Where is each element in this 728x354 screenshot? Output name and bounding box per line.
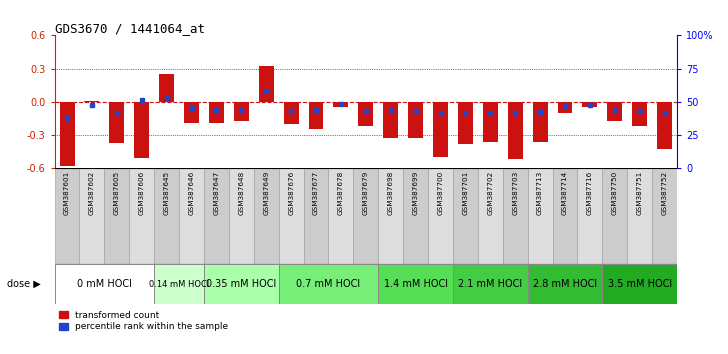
Bar [154, 264, 204, 304]
Bar [104, 168, 130, 264]
Bar [258, 66, 274, 102]
Bar [458, 102, 473, 144]
Text: dose ▶: dose ▶ [7, 279, 41, 289]
Bar [55, 264, 154, 304]
Bar [84, 101, 100, 102]
Text: GSM387605: GSM387605 [114, 171, 120, 215]
Text: 1.4 mM HOCl: 1.4 mM HOCl [384, 279, 448, 289]
Text: GSM387606: GSM387606 [139, 171, 145, 215]
Bar [602, 168, 628, 264]
Bar [353, 168, 379, 264]
Text: GDS3670 / 1441064_at: GDS3670 / 1441064_at [55, 22, 205, 35]
Text: GSM387698: GSM387698 [388, 171, 394, 215]
Bar [433, 102, 448, 157]
Text: 0.35 mM HOCl: 0.35 mM HOCl [206, 279, 277, 289]
Bar [553, 168, 577, 264]
Bar [652, 168, 677, 264]
Bar [453, 168, 478, 264]
Bar [279, 264, 379, 304]
Text: GSM387645: GSM387645 [164, 171, 170, 215]
Bar [184, 102, 199, 123]
Bar [279, 168, 304, 264]
Bar [628, 168, 652, 264]
Bar [209, 102, 224, 123]
Bar [358, 102, 373, 126]
Text: GSM387750: GSM387750 [612, 171, 618, 215]
Text: GSM387701: GSM387701 [462, 171, 468, 215]
Bar [507, 102, 523, 159]
Bar [333, 102, 349, 107]
Bar [204, 168, 229, 264]
Bar [159, 74, 174, 102]
Bar [577, 168, 602, 264]
Text: GSM387703: GSM387703 [513, 171, 518, 215]
Text: GSM387648: GSM387648 [238, 171, 245, 215]
Bar [607, 102, 622, 121]
Text: 0 mM HOCl: 0 mM HOCl [77, 279, 132, 289]
Bar [309, 102, 323, 130]
Bar [229, 168, 254, 264]
Bar [55, 168, 79, 264]
Text: GSM387679: GSM387679 [363, 171, 369, 215]
Text: GSM387677: GSM387677 [313, 171, 319, 215]
Text: GSM387713: GSM387713 [537, 171, 543, 215]
Bar [304, 168, 328, 264]
Bar [134, 102, 149, 158]
Bar [602, 264, 677, 304]
Text: GSM387716: GSM387716 [587, 171, 593, 215]
Text: GSM387700: GSM387700 [438, 171, 443, 215]
Bar [284, 102, 298, 124]
Text: GSM387714: GSM387714 [562, 171, 568, 215]
Text: GSM387676: GSM387676 [288, 171, 294, 215]
Bar [528, 168, 553, 264]
Bar [254, 168, 279, 264]
Text: 3.5 mM HOCl: 3.5 mM HOCl [608, 279, 672, 289]
Bar [657, 102, 672, 149]
Text: GSM387602: GSM387602 [89, 171, 95, 215]
Text: GSM387751: GSM387751 [637, 171, 643, 215]
Bar [379, 264, 453, 304]
Bar [533, 102, 547, 142]
Bar [328, 168, 353, 264]
Bar [383, 102, 398, 138]
Bar [483, 102, 498, 142]
Bar [582, 102, 598, 107]
Bar [179, 168, 204, 264]
Bar [478, 168, 503, 264]
Bar [60, 102, 74, 166]
Text: 0.7 mM HOCl: 0.7 mM HOCl [296, 279, 360, 289]
Bar [503, 168, 528, 264]
Text: GSM387678: GSM387678 [338, 171, 344, 215]
Text: 2.1 mM HOCl: 2.1 mM HOCl [458, 279, 523, 289]
Text: GSM387702: GSM387702 [487, 171, 494, 215]
Text: GSM387647: GSM387647 [213, 171, 219, 215]
Bar [154, 168, 179, 264]
Text: GSM387601: GSM387601 [64, 171, 70, 215]
Bar [632, 102, 647, 126]
Bar [204, 264, 279, 304]
Bar [79, 168, 104, 264]
Text: 0.14 mM HOCl: 0.14 mM HOCl [149, 280, 209, 289]
Bar [453, 264, 528, 304]
Bar [379, 168, 403, 264]
Bar [558, 102, 572, 113]
Text: GSM387699: GSM387699 [413, 171, 419, 215]
Bar [109, 102, 124, 143]
Text: GSM387752: GSM387752 [662, 171, 668, 215]
Text: 2.8 mM HOCl: 2.8 mM HOCl [533, 279, 597, 289]
Bar [403, 168, 428, 264]
Legend: transformed count, percentile rank within the sample: transformed count, percentile rank withi… [59, 311, 229, 331]
Bar [130, 168, 154, 264]
Bar [528, 264, 602, 304]
Bar [234, 102, 249, 121]
Text: GSM387646: GSM387646 [189, 171, 194, 215]
Text: GSM387649: GSM387649 [264, 171, 269, 215]
Bar [428, 168, 453, 264]
Bar [408, 102, 423, 138]
